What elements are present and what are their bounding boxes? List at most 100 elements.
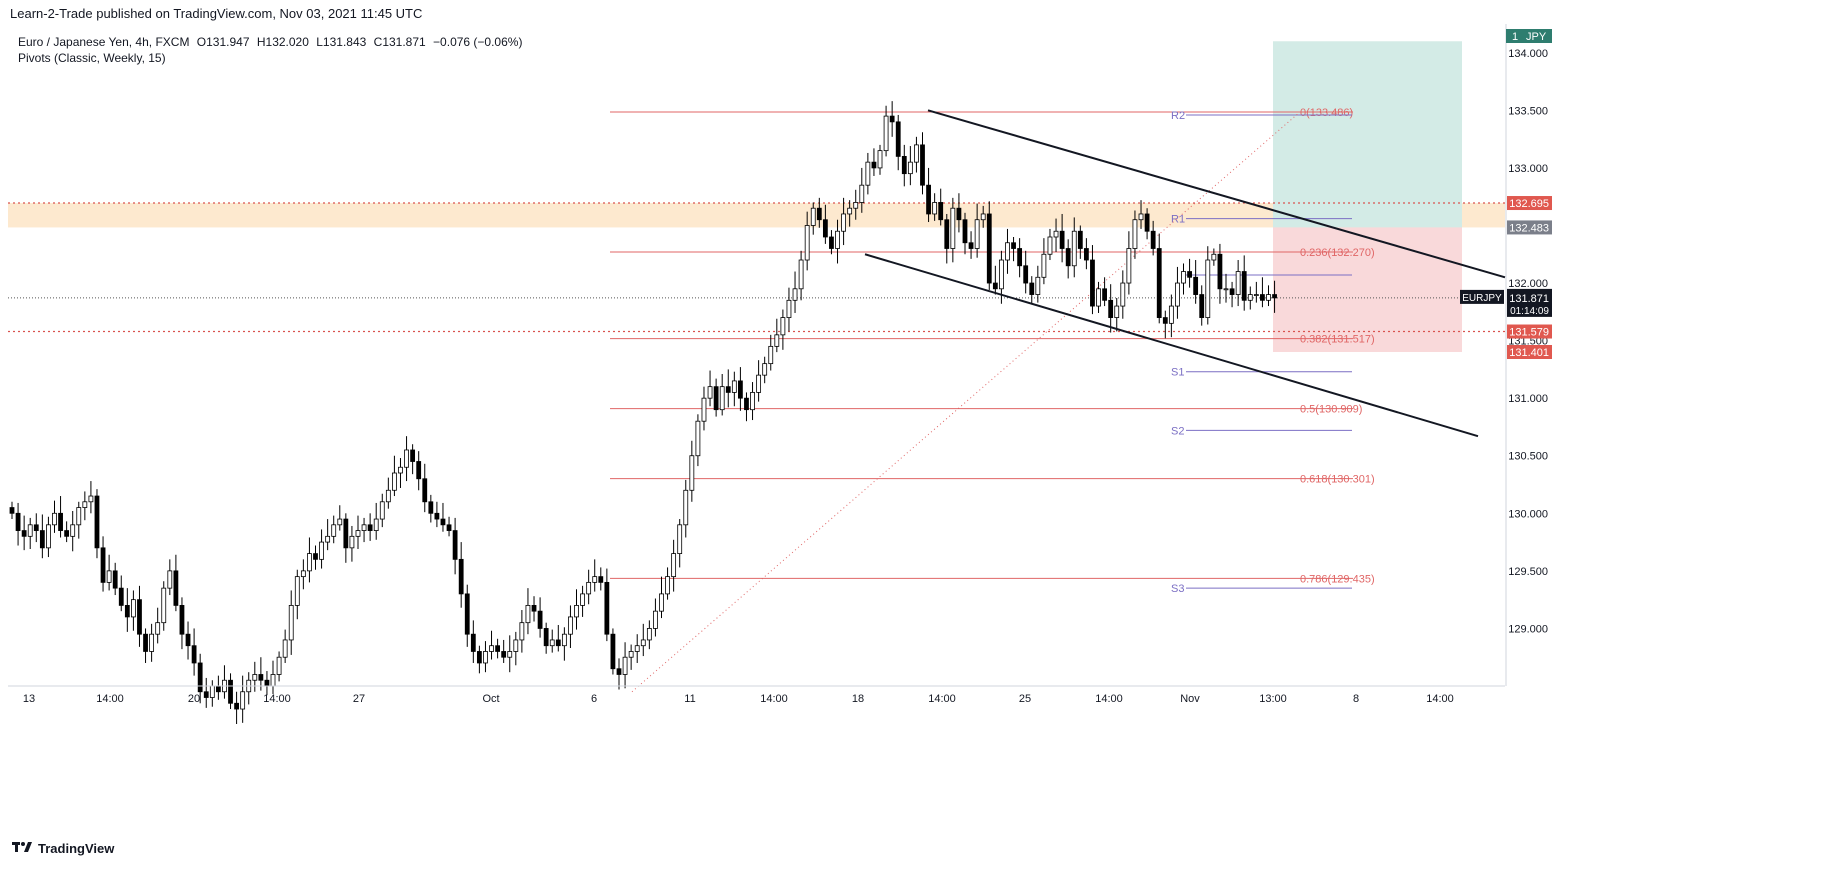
candle-body xyxy=(543,628,549,647)
candle-body xyxy=(944,219,950,249)
candle-body xyxy=(410,449,416,462)
candle-body xyxy=(337,518,343,526)
x-tick-label: 8 xyxy=(1353,693,1359,705)
candle-body xyxy=(197,662,203,693)
candle-body xyxy=(968,242,974,249)
candle-body xyxy=(1187,271,1192,278)
legend-indicator[interactable]: Pivots (Classic, Weekly, 15) xyxy=(18,51,166,65)
tradingview-brand[interactable]: TradingView xyxy=(12,840,114,856)
publisher-line: Learn-2-Trade published on TradingView.c… xyxy=(10,6,423,21)
candle-body xyxy=(513,639,519,652)
candle-body xyxy=(1065,248,1071,267)
candle-body xyxy=(999,259,1004,290)
resistance-zone xyxy=(8,203,1505,228)
price-tag-countdown: 01:14:09 xyxy=(1510,306,1549,317)
candle-body xyxy=(27,524,33,537)
x-tick-label: Oct xyxy=(482,693,499,705)
candle-body xyxy=(1023,265,1029,284)
candle-body xyxy=(1266,294,1271,301)
price-tag-zone-bottom xyxy=(1507,220,1552,235)
candle-body xyxy=(574,605,579,618)
candle-body xyxy=(816,207,822,221)
fib-label: 0(133.486) xyxy=(1300,107,1353,119)
x-tick-label: 14:00 xyxy=(928,693,956,705)
candle-body xyxy=(434,512,440,520)
x-tick-label: 27 xyxy=(353,693,365,705)
candle-body xyxy=(507,651,513,658)
candle-body xyxy=(76,507,82,526)
candle-body xyxy=(580,593,585,606)
candle-body xyxy=(1211,253,1217,261)
fib-label: 0.618(130.301) xyxy=(1300,474,1375,486)
candle-body xyxy=(124,605,130,618)
candle-body xyxy=(203,691,209,698)
candle-body xyxy=(889,115,895,123)
candle-body xyxy=(252,674,258,681)
candle-body xyxy=(470,633,476,652)
target-zone xyxy=(1273,41,1462,228)
candle-body xyxy=(343,518,349,549)
price-tag-current xyxy=(1507,288,1552,317)
candle-body xyxy=(1162,317,1168,324)
candle-body xyxy=(325,535,331,543)
candle-body xyxy=(986,213,992,284)
candle-body xyxy=(1102,288,1107,301)
fib-label: 0.382(131.517) xyxy=(1300,334,1375,346)
candle-body xyxy=(586,581,592,595)
candle-body xyxy=(841,213,846,232)
candle-body xyxy=(1260,294,1265,301)
candle-body xyxy=(1083,248,1089,261)
candle-body xyxy=(1096,288,1101,307)
candle-body xyxy=(853,202,859,209)
candle-body xyxy=(792,288,798,301)
candle-body xyxy=(137,599,142,635)
candle-body xyxy=(768,345,774,365)
candle-body xyxy=(270,674,276,687)
candle-body xyxy=(883,115,889,152)
candle-body xyxy=(1011,242,1016,249)
candle-body xyxy=(835,230,840,249)
candle-body xyxy=(592,576,598,583)
candle-body xyxy=(865,161,871,186)
x-tick-label: 6 xyxy=(591,693,597,705)
candle-body xyxy=(276,656,282,675)
candle-body xyxy=(926,184,931,215)
candle-body xyxy=(1114,305,1120,318)
candle-body xyxy=(1156,248,1162,318)
x-tick-label: 14:00 xyxy=(96,693,124,705)
chart-area[interactable]: 0(133.486) 0.236(132.270) 0.382(131.517) 0.… xyxy=(0,24,1834,866)
candle-body xyxy=(319,541,324,560)
candle-body xyxy=(1247,294,1253,301)
candle-body xyxy=(1193,276,1199,295)
candle-body xyxy=(756,374,762,393)
pivot-label: S3 xyxy=(1171,583,1184,595)
candle-body xyxy=(695,420,701,457)
pivot-label: R1 xyxy=(1171,214,1185,226)
candle-body xyxy=(568,616,573,635)
candle-body xyxy=(349,535,355,549)
y-tick-label: 133.000 xyxy=(1508,163,1548,175)
candle-body xyxy=(974,219,980,249)
legend-low: L131.843 xyxy=(316,35,367,49)
candle-body xyxy=(616,668,622,675)
zones-layer xyxy=(8,41,1505,353)
candle-body xyxy=(1035,276,1041,295)
x-tick-label: 14:00 xyxy=(1426,693,1454,705)
candle-body xyxy=(683,489,689,526)
candle-body xyxy=(143,633,148,652)
pivot-label: S2 xyxy=(1171,425,1184,437)
candle-body xyxy=(446,524,452,531)
candle-body xyxy=(1175,282,1180,307)
candle-body xyxy=(112,570,118,589)
y-tick-label: 134.000 xyxy=(1508,48,1548,60)
candle-body xyxy=(288,605,294,641)
fib-label: 0.786(129.435) xyxy=(1300,573,1375,585)
candle-body xyxy=(282,639,288,658)
candle-body xyxy=(88,495,94,503)
candle-body xyxy=(21,530,27,537)
candle-body xyxy=(82,501,88,508)
candle-body xyxy=(385,489,391,503)
channel-lower-line xyxy=(864,253,1479,438)
candlestick-chart[interactable]: 0(133.486) 0.236(132.270) 0.382(131.517) 0.… xyxy=(0,24,1834,866)
